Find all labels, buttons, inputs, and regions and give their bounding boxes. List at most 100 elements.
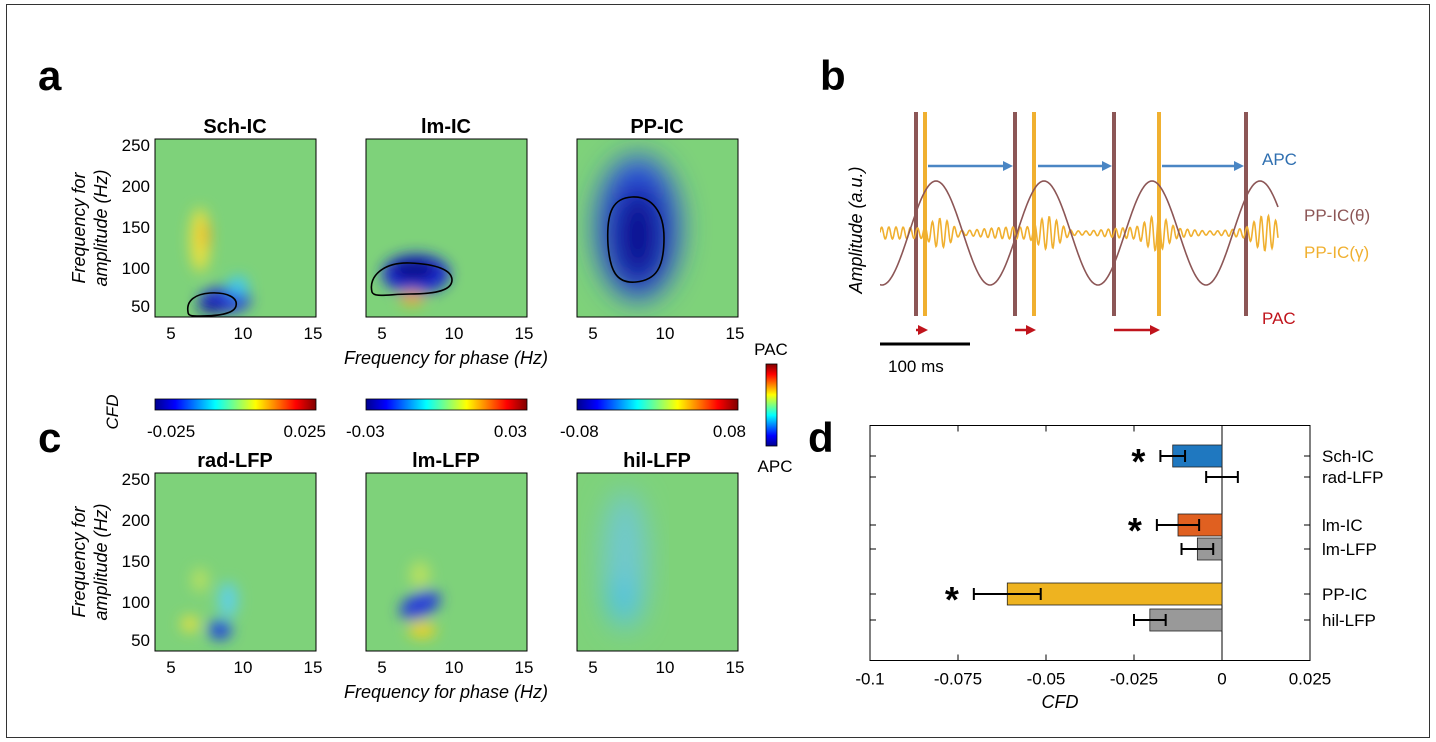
colorbar-1-min: -0.025 — [147, 422, 195, 441]
bar-chart-xlabel: CFD — [1042, 692, 1079, 712]
panel-c-x-axis: 5 10 15 5 10 15 5 10 15 — [166, 658, 744, 677]
colorbar-cfd-label: CFD — [103, 395, 122, 430]
panel-c-ylabel-line1: Frequency for — [69, 505, 89, 617]
xtick-label: -0.025 — [1110, 670, 1158, 689]
heatmap-lm-ic — [365, 138, 528, 318]
panel-letter-a: a — [38, 52, 62, 99]
significance-star: * — [1128, 510, 1142, 551]
apc-arrow-head — [1003, 161, 1013, 171]
xtick-label: -0.05 — [1027, 670, 1066, 689]
panel-c-y-axis: 250 200 150 100 50 — [122, 470, 150, 650]
ytick-250: 250 — [122, 136, 150, 155]
colorbar-2-min: -0.03 — [346, 422, 385, 441]
category-label-sch-ic: Sch-IC — [1322, 447, 1374, 466]
category-label-pp-ic: PP-IC — [1322, 585, 1367, 604]
colorbar-row: -0.025 0.025 -0.03 0.03 -0.08 0.08 CFD P… — [103, 340, 792, 476]
bar-chart-bars: * Sch-IC rad-LFP * lm-IC lm-LFP * PP-IC hil-LFP — [870, 425, 1383, 661]
gamma-label: PP-IC(γ) — [1304, 243, 1369, 262]
title-lm-lfp: lm-LFP — [412, 450, 480, 472]
pac-label: PAC — [1262, 309, 1296, 328]
panel-a-y-axis: 250 200 150 100 50 — [122, 136, 150, 316]
xtick-a1-10: 10 — [234, 324, 253, 343]
pac-arrow-head — [1026, 325, 1036, 335]
xtick-a2-10: 10 — [445, 324, 464, 343]
apc-arrow-head — [1234, 161, 1244, 171]
ytick-200: 200 — [122, 177, 150, 196]
gamma-trace — [880, 213, 1279, 252]
ytick-c-250: 250 — [122, 470, 150, 489]
xtick-c3-5: 5 — [588, 658, 597, 677]
significance-star: * — [1131, 441, 1145, 482]
ytick-c-100: 100 — [122, 593, 150, 612]
colorbar-3-max: 0.08 — [713, 422, 746, 441]
category-label-hil-lfp: hil-LFP — [1322, 611, 1376, 630]
heatmap-sch-ic — [154, 138, 317, 318]
xtick-a1-15: 15 — [304, 324, 323, 343]
panel-a-x-axis: 5 10 15 5 10 15 5 10 15 — [166, 324, 744, 343]
xtick-label: 0.025 — [1289, 670, 1332, 689]
title-rad-lfp: rad-LFP — [197, 450, 273, 472]
panel-a-ylabel: Frequency for amplitude (Hz) — [69, 169, 111, 286]
xtick-a1-5: 5 — [166, 324, 175, 343]
xtick-a3-10: 10 — [656, 324, 675, 343]
category-label-rad-lfp: rad-LFP — [1322, 468, 1383, 487]
heatmap-pp-ic — [576, 138, 739, 318]
panel-c-ylabel: Frequency for amplitude (Hz) — [69, 503, 111, 620]
panel-c-ylabel-line2: amplitude (Hz) — [91, 503, 111, 620]
panel-letter-c: c — [38, 414, 61, 461]
panel-a-ylabel-line2: amplitude (Hz) — [91, 169, 111, 286]
apc-label: APC — [1262, 150, 1297, 169]
pac-arrow-head — [918, 325, 928, 335]
heatmap-lm-lfp — [365, 472, 528, 652]
ytick-50: 50 — [131, 297, 150, 316]
colorbar-1 — [154, 398, 317, 411]
panel-b-schematic: Amplitude (a.u.) APC PP-IC(θ) PP-IC(γ) P… — [846, 112, 1370, 376]
ytick-c-50: 50 — [131, 631, 150, 650]
panel-a-xlabel: Frequency for phase (Hz) — [344, 348, 548, 368]
ytick-c-200: 200 — [122, 511, 150, 530]
panel-letter-b: b — [820, 52, 846, 99]
apc-pac-arrows — [916, 161, 1244, 335]
xtick-c2-5: 5 — [377, 658, 386, 677]
category-label-lm-lfp: lm-LFP — [1322, 540, 1377, 559]
xtick-c1-5: 5 — [166, 658, 175, 677]
panel-letter-d: d — [808, 414, 834, 461]
colorbar-pac-label: PAC — [754, 340, 788, 359]
category-label-lm-ic: lm-IC — [1322, 516, 1363, 535]
vertical-markers — [914, 112, 1248, 316]
ytick-100: 100 — [122, 259, 150, 278]
panel-c-xlabel: Frequency for phase (Hz) — [344, 682, 548, 702]
xtick-c2-10: 10 — [445, 658, 464, 677]
heatmap-hil-lfp — [576, 472, 739, 652]
title-hil-lfp: hil-LFP — [623, 450, 691, 472]
colorbar-2-max: 0.03 — [494, 422, 527, 441]
xtick-c1-10: 10 — [234, 658, 253, 677]
figure-border — [6, 4, 1430, 738]
colorbar-apc-label: APC — [758, 457, 793, 476]
xtick-label: 0 — [1217, 670, 1226, 689]
xtick-a3-15: 15 — [726, 324, 745, 343]
xtick-a3-5: 5 — [588, 324, 597, 343]
xtick-label: -0.075 — [934, 670, 982, 689]
colorbar-3-min: -0.08 — [560, 422, 599, 441]
xtick-c3-10: 10 — [656, 658, 675, 677]
xtick-c3-15: 15 — [726, 658, 745, 677]
colorbar-1-max: 0.025 — [283, 422, 326, 441]
title-pp-ic: PP-IC — [630, 116, 683, 138]
title-sch-ic: Sch-IC — [203, 116, 266, 138]
colorbar-3 — [576, 398, 739, 411]
scalebar-label: 100 ms — [888, 357, 944, 376]
significance-star: * — [945, 579, 959, 620]
panel-a-ylabel-line1: Frequency for — [69, 171, 89, 283]
title-lm-ic: lm-IC — [421, 116, 471, 138]
ytick-c-150: 150 — [122, 552, 150, 571]
pac-arrow-head — [1150, 325, 1160, 335]
xtick-label: -0.1 — [855, 670, 884, 689]
theta-trace — [880, 180, 1279, 286]
colorbar-2 — [365, 398, 528, 411]
ytick-150: 150 — [122, 218, 150, 237]
bar-chart-frame — [869, 425, 1311, 661]
panel-b-ylabel: Amplitude (a.u.) — [846, 166, 866, 294]
